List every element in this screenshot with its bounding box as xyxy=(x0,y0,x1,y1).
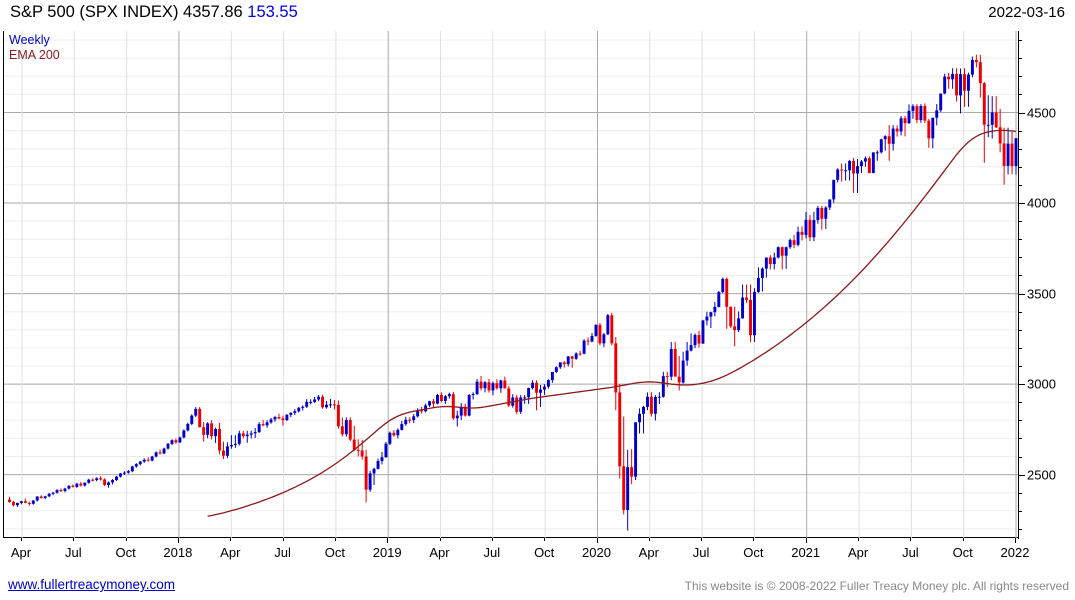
chart-footer: www.fullertreacymoney.com This website i… xyxy=(0,574,1075,600)
x-tick-minor xyxy=(334,538,336,541)
y-tick-major xyxy=(1019,203,1025,204)
y-tick-minor xyxy=(1019,94,1022,96)
y-tick-minor xyxy=(1019,40,1022,42)
y-axis-label: 4000 xyxy=(1027,195,1056,211)
x-tick-minor xyxy=(73,538,75,541)
candlestick-canvas xyxy=(4,31,1019,538)
y-axis: 2500 3000 3500 4000 4500 xyxy=(1018,31,1075,539)
x-axis-label: Oct xyxy=(534,545,555,560)
gridlines-vertical xyxy=(21,31,1017,538)
y-tick-minor xyxy=(1019,130,1022,132)
y-tick-major xyxy=(1019,474,1025,476)
y-tick-minor xyxy=(1019,528,1022,530)
y-tick-minor xyxy=(1019,148,1022,150)
x-tick-major xyxy=(596,538,598,543)
y-tick-minor xyxy=(1019,58,1022,60)
x-axis-label: Oct xyxy=(952,545,973,560)
x-axis-label: Apr xyxy=(220,545,241,560)
candle-series xyxy=(8,54,1018,531)
y-tick-minor xyxy=(1019,438,1022,440)
y-tick-minor xyxy=(1019,420,1022,422)
x-axis-label: Jul xyxy=(483,545,501,560)
y-axis-label: 3500 xyxy=(1027,286,1056,302)
x-axis: Apr Jul Oct 2018 Apr Jul Oct 2019 Apr Jul Oct 2020 A… xyxy=(0,538,1075,568)
y-tick-minor xyxy=(1019,329,1022,331)
x-axis-label: Apr xyxy=(10,545,32,560)
y-tick-minor xyxy=(1019,311,1022,313)
y-axis-label: 4500 xyxy=(1027,105,1056,120)
y-tick-minor xyxy=(1019,456,1022,458)
x-axis-label: Jul xyxy=(274,545,291,560)
x-axis-label: Jul xyxy=(902,545,919,560)
chart-date: 2022-03-16 xyxy=(988,4,1065,21)
x-tick-major xyxy=(387,538,389,543)
x-tick-major xyxy=(177,538,179,543)
plot-area[interactable] xyxy=(3,31,1019,538)
y-tick-major xyxy=(1019,112,1025,114)
y-axis-label: 3000 xyxy=(1027,376,1056,392)
y-tick-major xyxy=(1019,384,1025,386)
y-tick-minor xyxy=(1019,492,1022,494)
ema-200-line xyxy=(207,129,1017,517)
x-tick-minor xyxy=(544,538,546,541)
x-tick-minor xyxy=(753,538,755,541)
x-tick-minor xyxy=(125,538,127,541)
x-axis-label: Oct xyxy=(115,545,136,560)
y-tick-minor xyxy=(1019,275,1022,277)
x-axis-label: Apr xyxy=(638,545,659,560)
y-tick-minor xyxy=(1019,221,1022,223)
y-tick-minor xyxy=(1019,402,1022,404)
site-url-link[interactable]: www.fullertreacymoney.com xyxy=(8,577,175,592)
y-tick-major xyxy=(1019,293,1025,295)
x-tick-minor xyxy=(962,538,964,541)
gridlines-major xyxy=(4,112,1019,476)
y-tick-minor xyxy=(1019,76,1022,78)
y-axis-label: 2500 xyxy=(1027,467,1056,483)
x-axis-label: Oct xyxy=(324,545,346,560)
x-axis-label: 2021 xyxy=(791,545,821,560)
y-tick-minor xyxy=(1019,510,1022,512)
site-url-text: www.fullertreacymoney.com xyxy=(8,577,176,592)
x-axis-label: Apr xyxy=(429,545,450,560)
instrument-name: S&P 500 (SPX INDEX) xyxy=(10,3,179,21)
y-tick-minor xyxy=(1019,347,1022,349)
x-tick-major xyxy=(1015,538,1016,543)
page-title: S&P 500 (SPX INDEX) 4357.86 153.55 xyxy=(10,3,298,22)
y-tick-minor xyxy=(1019,184,1022,186)
x-tick-minor xyxy=(439,538,441,541)
x-axis-label: 2018 xyxy=(163,545,193,560)
x-axis-label: Jul xyxy=(64,545,82,560)
x-tick-minor xyxy=(282,538,284,541)
x-tick-minor xyxy=(701,538,703,541)
x-tick-minor xyxy=(21,538,22,541)
copyright-text: This website is © 2008-2022 Fuller Treac… xyxy=(684,579,1069,593)
x-tick-minor xyxy=(648,538,650,541)
y-tick-minor xyxy=(1019,166,1022,168)
y-tick-minor xyxy=(1019,239,1022,241)
y-tick-minor xyxy=(1019,366,1022,367)
x-tick-major xyxy=(805,538,807,543)
x-axis-label: 2022 xyxy=(1000,545,1030,560)
x-axis-label: Apr xyxy=(847,545,869,560)
x-tick-minor xyxy=(230,538,232,541)
last-price: 4357.86 xyxy=(183,3,243,21)
x-axis-label: Oct xyxy=(743,545,764,560)
x-axis-label: 2019 xyxy=(372,545,402,560)
price-change: 153.55 xyxy=(247,3,298,21)
x-axis-label: Jul xyxy=(692,545,710,560)
y-tick-minor xyxy=(1019,257,1022,259)
x-axis-label: 2020 xyxy=(582,545,611,560)
x-tick-minor xyxy=(858,538,860,541)
x-tick-minor xyxy=(491,538,493,541)
chart-header: S&P 500 (SPX INDEX) 4357.86 153.55 2022-… xyxy=(0,0,1075,28)
x-tick-minor xyxy=(910,538,912,541)
